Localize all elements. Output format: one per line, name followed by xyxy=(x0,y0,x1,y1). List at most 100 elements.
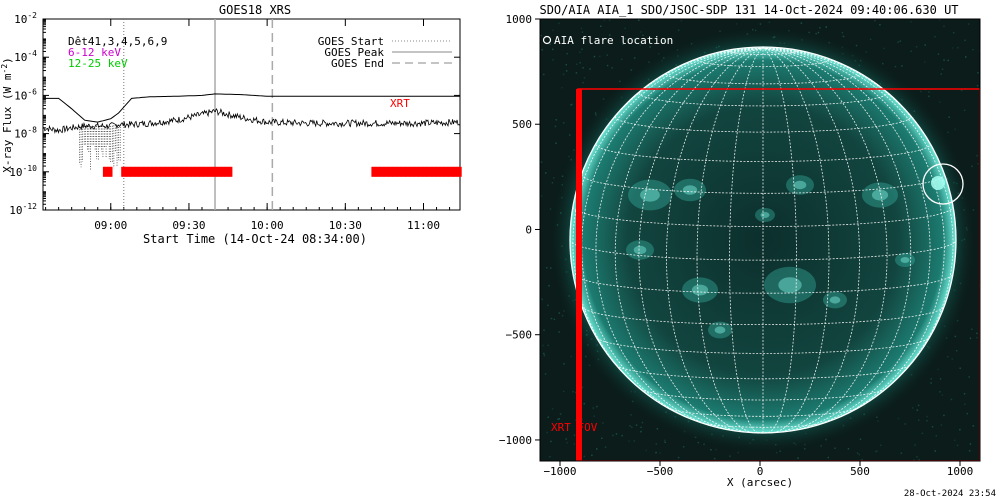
aia-y-tick-label: 0 xyxy=(525,223,532,236)
y-tick-label: 10-6 xyxy=(14,87,37,102)
limb xyxy=(569,46,957,434)
noise-speck xyxy=(555,119,557,121)
noise-speck xyxy=(633,57,636,59)
noise-speck xyxy=(545,172,547,174)
y-tick-label: 10-8 xyxy=(14,126,37,141)
xrt-observation-tick xyxy=(413,166,415,177)
aia-y-axis: −1000 −500 0 500 1000 xyxy=(499,13,540,447)
noise-speck xyxy=(967,23,970,25)
noise-speck xyxy=(659,452,661,454)
xrt-observation-tick xyxy=(104,166,106,177)
noise-speck xyxy=(946,356,949,358)
noise-speck xyxy=(827,456,830,459)
active-region xyxy=(786,175,814,195)
xrt-observation-tick xyxy=(187,166,190,177)
xrt-observation-tick xyxy=(384,166,387,177)
active-region-core xyxy=(778,277,802,293)
xrt-observation-tick xyxy=(423,166,426,177)
xrt-observation-tick xyxy=(200,166,203,177)
noise-speck xyxy=(554,125,557,128)
xrt-observation-tick xyxy=(389,166,392,177)
noise-speck xyxy=(930,382,932,384)
xrt-observation-tick xyxy=(432,166,435,177)
xrt-observation-tick xyxy=(205,166,208,177)
xrt-observation-tick xyxy=(131,166,134,177)
latitude-line xyxy=(666,73,860,85)
active-region xyxy=(823,291,847,309)
noise-speck xyxy=(635,424,638,426)
xrt-observation-tick xyxy=(144,166,147,177)
noise-speck xyxy=(952,31,955,34)
noise-speck xyxy=(825,26,827,28)
xrt-observation-tick xyxy=(136,166,139,177)
xrt-observation-tick xyxy=(441,166,444,177)
noise-speck xyxy=(966,412,969,415)
xrt-observation-tick xyxy=(415,166,418,177)
noise-speck xyxy=(965,56,967,58)
noise-speck xyxy=(858,453,861,456)
xrt-observation-tick xyxy=(134,166,136,177)
xrt-observation-tick xyxy=(174,166,177,177)
noise-speck xyxy=(655,443,658,445)
xrt-observation-tick xyxy=(457,166,460,177)
active-region-core xyxy=(829,296,841,304)
noise-speck xyxy=(562,390,565,393)
noise-speck xyxy=(640,31,642,33)
noise-speck xyxy=(834,447,836,449)
xrt-observation-tick xyxy=(153,166,156,177)
xrt-observation-tick xyxy=(372,166,375,177)
legend-band-low: 6-12 keV xyxy=(68,46,121,59)
noise-speck xyxy=(926,415,928,418)
active-region xyxy=(862,182,898,208)
goes-plot-frame xyxy=(42,18,461,211)
noise-speck xyxy=(591,454,593,456)
xrt-observation-tick xyxy=(439,166,441,177)
noise-speck xyxy=(914,444,916,446)
xrt-observation-tick xyxy=(447,166,449,177)
render-timestamp: 28-Oct-2024 23:54 xyxy=(904,489,996,499)
longitude-line xyxy=(762,47,830,433)
active-region xyxy=(626,240,654,260)
xrt-observation-tick xyxy=(405,166,407,177)
noise-speck xyxy=(735,23,738,25)
noise-speck xyxy=(540,34,542,37)
xrt-fov-label: XRT FOV xyxy=(551,421,598,434)
xrt-observation-tick xyxy=(228,166,230,177)
noise-speck xyxy=(951,47,954,49)
noise-speck xyxy=(633,440,635,442)
latitude-line xyxy=(595,143,931,162)
noise-speck xyxy=(941,68,944,70)
xrt-observation-tick xyxy=(404,166,406,177)
longitude-line xyxy=(762,47,945,426)
noise-speck xyxy=(939,391,941,393)
xrt-observation-tick xyxy=(170,166,173,177)
noise-speck xyxy=(924,44,926,46)
noise-speck xyxy=(800,22,803,24)
xrt-observation-tick xyxy=(409,166,411,177)
noise-speck xyxy=(551,182,554,184)
noise-speck xyxy=(947,59,949,62)
aia-y-tick-label: 500 xyxy=(512,118,532,131)
aia-x-tick-label: −1000 xyxy=(543,465,576,478)
xrt-observation-tick xyxy=(422,166,424,177)
active-region xyxy=(764,266,816,304)
noise-speck xyxy=(583,77,586,79)
xrt-observation-tick xyxy=(179,166,182,177)
noise-speck xyxy=(921,432,924,435)
noise-speck xyxy=(592,407,595,409)
noise-speck xyxy=(599,55,601,58)
longitude-line xyxy=(762,47,860,433)
y-tick-label: 10-4 xyxy=(14,49,37,64)
noise-speck xyxy=(856,452,859,454)
noise-speck xyxy=(600,25,602,27)
noise-speck xyxy=(677,456,680,459)
noise-speck xyxy=(580,27,583,30)
noise-speck xyxy=(910,21,912,23)
noise-speck xyxy=(883,47,885,50)
noise-speck xyxy=(638,19,640,21)
xrt-observation-tick xyxy=(110,166,113,177)
noise-speck xyxy=(901,65,903,67)
active-region-core xyxy=(760,212,770,218)
xrt-observation-tick xyxy=(168,166,170,177)
